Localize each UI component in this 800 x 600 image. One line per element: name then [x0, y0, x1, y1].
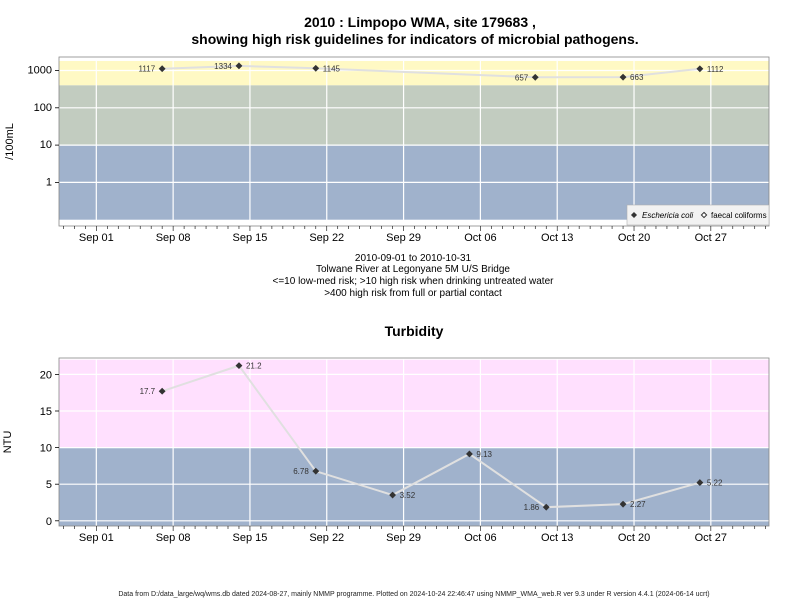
x-tick-label: Oct 06 [464, 532, 496, 544]
legend-e-coli-label: Eschericia coli [642, 211, 693, 220]
legend-e-coli-marker [630, 211, 638, 219]
turbidity-data-label: 9.13 [476, 450, 492, 459]
x-tick-label: Sep 29 [386, 232, 421, 244]
turbidity-data-label: 3.52 [400, 491, 416, 500]
e-coli-data-label: 657 [515, 73, 529, 82]
y-tick-label: 1000 [28, 65, 52, 77]
turbidity-line [161, 364, 701, 509]
e-coli-data-label: 1145 [323, 64, 341, 73]
turbidity-point [696, 479, 704, 487]
turbidity-point [542, 503, 550, 511]
e-coli-point [312, 64, 320, 72]
top-chart-subtitle-line3: <=10 low-med risk; >10 high risk when dr… [273, 276, 555, 287]
e-coli-data-label: 1112 [707, 65, 724, 74]
turbidity-data-label: 2.27 [630, 500, 646, 509]
risk-band-0 [59, 359, 769, 448]
x-tick-label: Sep 29 [386, 532, 421, 544]
turbidity-data-label: 6.78 [293, 467, 309, 476]
x-tick-label: Sep 08 [156, 232, 191, 244]
turbidity-point [465, 450, 473, 458]
y-tick-label: 5 [46, 479, 52, 491]
footer-note: Data from D:/data_large/wq/wms.db dated … [118, 591, 709, 598]
turbidity-point [235, 362, 243, 370]
y-axis-label: /100mL [4, 123, 16, 160]
turbidity-data-label: 1.86 [524, 503, 540, 512]
x-tick-label: Sep 22 [309, 232, 344, 244]
e-coli-point [158, 65, 166, 73]
x-tick-label: Oct 20 [618, 232, 650, 244]
turbidity-data-label: 17.7 [140, 387, 156, 396]
bottom-chart-title: Turbidity [385, 323, 444, 339]
turbidity-point [619, 500, 627, 508]
legend-box [626, 204, 770, 226]
x-tick-label: Sep 15 [233, 232, 268, 244]
x-tick-label: Sep 01 [79, 232, 114, 244]
turbidity-point [158, 387, 166, 395]
x-tick-label: Oct 27 [695, 232, 727, 244]
y-tick-label: 0 [46, 516, 52, 528]
y-tick-label: 100 [34, 102, 52, 114]
x-tick-label: Sep 22 [309, 532, 344, 544]
e-coli-point [531, 73, 539, 81]
bottom-chart-plot: 0 5 10 15 20 Sep 01 Sep 08 Sep 15 Sep 22 Sep 29 Oc… [2, 357, 770, 544]
plot-frame [58, 357, 770, 527]
turbidity-point [389, 491, 397, 499]
turbidity-point [312, 467, 320, 475]
legend-faecal-coliforms-label: faecal coliforms [711, 211, 767, 220]
e-coli-point [696, 65, 704, 73]
x-tick-label: Sep 01 [79, 532, 114, 544]
top-chart-plot: 1 10 100 1000 Sep 01 Sep 08 Sep 15 Sep 22 Sep 29… [4, 56, 770, 244]
x-tick-label: Sep 15 [233, 532, 268, 544]
top-chart-title-line1: 2010 : Limpopo WMA, site 179683 , [304, 14, 536, 30]
e-coli-data-label: 1117 [139, 65, 156, 74]
x-tick-label: Oct 06 [464, 232, 496, 244]
y-tick-label: 10 [40, 139, 52, 151]
turbidity-data-label: 5.22 [707, 479, 723, 488]
e-coli-data-label: 663 [630, 73, 644, 82]
legend-faecal-coliforms-marker [700, 211, 708, 219]
x-tick-label: Oct 13 [541, 232, 573, 244]
top-chart-subtitle-line1: 2010-09-01 to 2010-10-31 [355, 253, 472, 264]
top-chart-subtitle-line2: Tolwane River at Legonyane 5M U/S Bridge [316, 264, 510, 275]
e-coli-data-label: 1334 [214, 62, 232, 71]
y-tick-label: 1 [46, 176, 52, 188]
e-coli-point [619, 73, 627, 81]
x-tick-label: Oct 20 [618, 532, 650, 544]
x-tick-label: Oct 13 [541, 532, 573, 544]
legend: Eschericia coli faecal coliforms [626, 204, 770, 226]
top-chart-title-line2: showing high risk guidelines for indicat… [191, 31, 638, 47]
y-tick-label: 10 [40, 443, 52, 455]
plot-frame [58, 56, 770, 227]
turbidity-data-label: 21.2 [246, 362, 262, 371]
x-tick-label: Oct 27 [695, 532, 727, 544]
e-coli-line [162, 64, 700, 79]
risk-band-1 [59, 447, 769, 526]
e-coli-point [235, 62, 243, 70]
y-tick-label: 20 [40, 369, 52, 381]
y-axis-label: NTU [2, 431, 14, 454]
risk-band-1 [59, 85, 769, 146]
top-chart-subtitle-line4: >400 high risk from full or partial cont… [324, 288, 502, 299]
y-tick-label: 15 [40, 406, 52, 418]
x-tick-label: Sep 08 [156, 532, 191, 544]
